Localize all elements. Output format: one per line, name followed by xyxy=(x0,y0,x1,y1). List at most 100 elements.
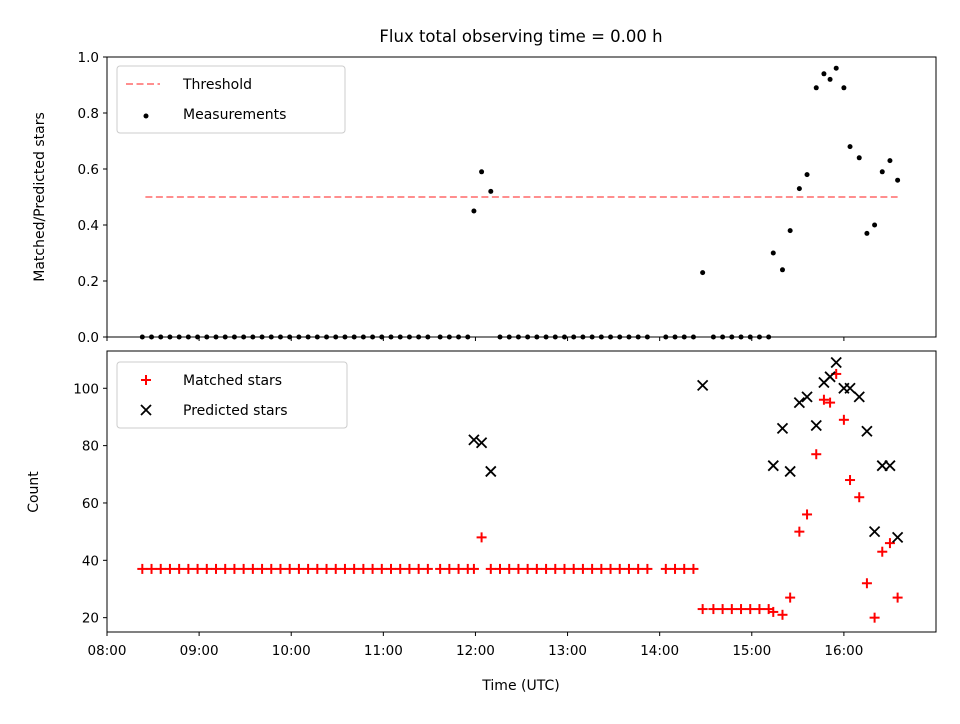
measurement-point xyxy=(213,334,219,340)
measurement-point xyxy=(167,334,173,340)
measurement-point xyxy=(360,334,366,340)
matched-star-point xyxy=(811,449,822,460)
predicted-star-point xyxy=(793,396,806,409)
legend-threshold-label: Threshold xyxy=(182,77,252,93)
top-y-tick-label: 0.4 xyxy=(78,218,99,234)
measurement-point xyxy=(406,334,412,340)
measurement-point xyxy=(324,334,330,340)
measurement-point xyxy=(787,228,793,234)
measurement-point xyxy=(351,334,357,340)
measurement-point xyxy=(729,334,735,340)
measurement-point xyxy=(333,334,339,340)
measurement-point xyxy=(543,334,549,340)
matched-star-point xyxy=(367,563,378,574)
matched-star-point xyxy=(404,563,415,574)
measurement-point xyxy=(747,334,753,340)
matched-star-point xyxy=(476,532,487,543)
matched-star-point xyxy=(164,563,175,574)
measurement-point xyxy=(710,334,716,340)
matched-star-point xyxy=(587,563,598,574)
matched-star-point xyxy=(468,563,479,574)
x-tick-label: 10:00 xyxy=(272,643,311,659)
matched-star-point xyxy=(257,563,268,574)
x-tick-label: 09:00 xyxy=(180,643,219,659)
matched-star-point xyxy=(522,563,533,574)
measurement-point xyxy=(833,65,839,71)
measurement-point xyxy=(626,334,632,340)
predicted-star-point xyxy=(844,382,856,394)
measurement-point xyxy=(827,76,833,82)
measurement-point xyxy=(672,334,678,340)
bottom-y-tick-label: 40 xyxy=(82,553,99,569)
matched-star-point xyxy=(777,609,788,620)
matched-star-point xyxy=(349,563,360,574)
measurement-point xyxy=(589,334,595,340)
measurement-point xyxy=(756,334,762,340)
top-y-tick-label: 0.2 xyxy=(78,274,99,290)
measurement-point xyxy=(287,334,293,340)
predicted-star-point xyxy=(884,460,896,472)
measurement-point xyxy=(149,334,155,340)
x-tick-label: 12:00 xyxy=(456,643,495,659)
predicted-star-point xyxy=(697,379,709,392)
measurement-point xyxy=(456,334,462,340)
matched-star-point xyxy=(312,563,323,574)
matched-star-point xyxy=(513,563,524,574)
matched-star-point xyxy=(633,563,644,574)
matched-star-point xyxy=(531,563,542,574)
matched-star-point xyxy=(293,563,304,574)
matched-star-point xyxy=(623,563,634,574)
x-tick-label: 11:00 xyxy=(364,643,403,659)
measurement-point xyxy=(571,334,577,340)
matched-star-point xyxy=(596,563,607,574)
measurement-point xyxy=(204,334,210,340)
top-y-ticks: 0.0 0.2 0.4 0.6 0.8 1.0 xyxy=(78,50,107,346)
predicted-star-point xyxy=(868,526,881,538)
measurement-point xyxy=(887,158,893,164)
matched-star-point xyxy=(550,563,561,574)
measurement-point xyxy=(379,334,385,340)
measurement-point xyxy=(644,334,650,340)
measurement-point xyxy=(185,334,191,340)
matched-star-point xyxy=(642,563,653,574)
measurement-point xyxy=(700,270,706,276)
matched-star-point xyxy=(376,563,387,574)
chart-title: Flux total observing time = 0.00 h xyxy=(379,27,662,46)
measurement-point xyxy=(738,334,744,340)
measurement-point xyxy=(552,334,558,340)
matched-star-point xyxy=(785,592,796,603)
measurement-point xyxy=(158,334,164,340)
measurement-point xyxy=(561,334,567,340)
bottom-y-tick-label: 20 xyxy=(82,611,99,627)
bottom-x-ticks: 08:00 09:00 10:00 11:00 12:00 13:00 14:00 15:00… xyxy=(88,632,863,659)
measurement-point xyxy=(241,334,247,340)
matched-star-point xyxy=(504,563,515,574)
measurement-point xyxy=(479,169,485,175)
measurement-point xyxy=(766,334,772,340)
measurement-point xyxy=(388,334,394,340)
measurement-point xyxy=(250,334,256,340)
measurement-point xyxy=(804,172,810,178)
matched-star-point xyxy=(485,563,496,574)
measurement-point xyxy=(314,334,320,340)
top-legend: Threshold Measurements xyxy=(116,65,346,134)
matched-star-point xyxy=(201,563,212,574)
matched-star-point xyxy=(541,563,552,574)
top-y-tick-label: 0.6 xyxy=(78,162,99,178)
matched-star-point xyxy=(568,563,579,574)
matched-star-point xyxy=(861,578,872,589)
top-axes-frame xyxy=(106,56,937,338)
measurement-point xyxy=(525,334,531,340)
measurement-point xyxy=(416,334,422,340)
matched-star-point xyxy=(577,563,588,574)
measurement-point xyxy=(497,334,503,340)
measurement-point xyxy=(779,267,785,273)
matched-star-point xyxy=(768,606,779,617)
predicted-star-point xyxy=(475,437,488,449)
matched-star-point xyxy=(660,563,671,574)
measurement-point xyxy=(681,334,687,340)
matched-star-point xyxy=(754,604,765,615)
predicted-star-point xyxy=(861,425,873,437)
matched-star-point xyxy=(838,414,849,425)
